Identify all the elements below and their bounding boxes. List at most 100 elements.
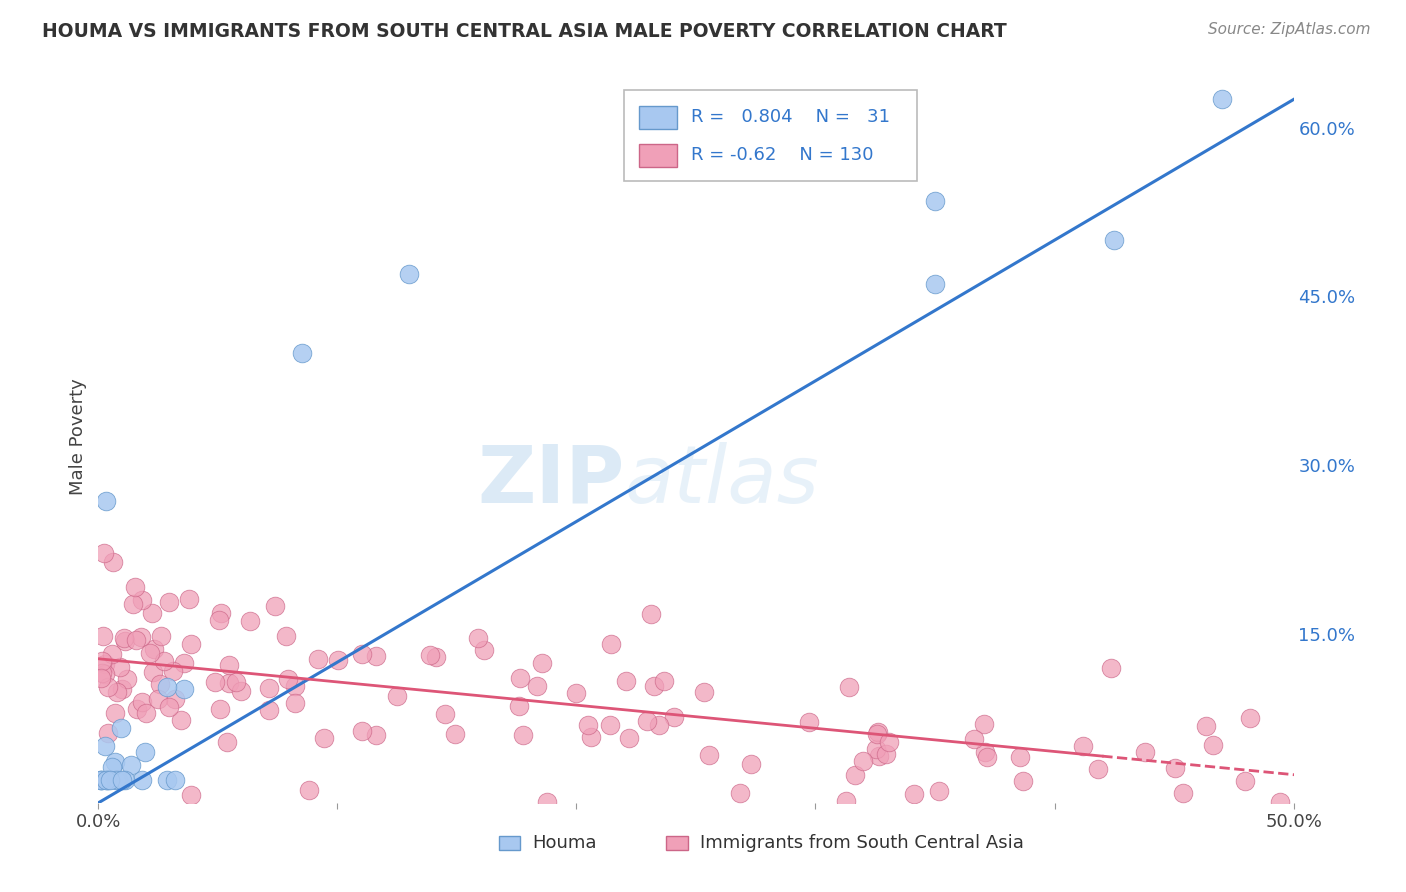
- Point: [180, 637, 202, 651]
- Point: [740, 756, 762, 771]
- Point: [94, 657, 117, 672]
- FancyBboxPatch shape: [624, 90, 917, 181]
- Point: [124, 580, 146, 594]
- Text: R = -0.62    N = 130: R = -0.62 N = 130: [692, 146, 873, 164]
- Point: [90, 773, 112, 788]
- Point: [1011, 773, 1033, 788]
- Point: [1233, 773, 1256, 788]
- Point: [173, 681, 195, 696]
- Text: Immigrants from South Central Asia: Immigrants from South Central Asia: [700, 834, 1024, 852]
- Point: [94, 773, 117, 788]
- Point: [209, 701, 232, 715]
- Point: [1073, 739, 1095, 753]
- Point: [101, 647, 124, 661]
- Point: [134, 745, 156, 759]
- Point: [648, 718, 671, 732]
- Point: [121, 597, 143, 611]
- Point: [125, 702, 148, 716]
- Point: [443, 727, 465, 741]
- Point: [97, 681, 120, 695]
- Point: [434, 706, 457, 721]
- Point: [599, 637, 621, 651]
- Point: [1010, 750, 1032, 764]
- Point: [229, 683, 252, 698]
- Point: [508, 699, 530, 714]
- Point: [277, 672, 299, 686]
- Point: [239, 615, 262, 629]
- Point: [530, 656, 553, 670]
- Point: [364, 649, 387, 664]
- Text: Houma: Houma: [533, 834, 596, 852]
- Point: [976, 750, 998, 764]
- Point: [664, 710, 686, 724]
- Point: [104, 706, 127, 721]
- Point: [564, 686, 586, 700]
- Point: [180, 788, 202, 802]
- FancyBboxPatch shape: [666, 837, 688, 849]
- Point: [576, 717, 599, 731]
- Point: [257, 681, 280, 695]
- Point: [472, 643, 495, 657]
- Point: [91, 629, 114, 643]
- Point: [350, 724, 373, 739]
- Point: [835, 794, 858, 808]
- Point: [101, 760, 124, 774]
- Point: [165, 773, 187, 788]
- Point: [838, 681, 860, 695]
- Point: [90, 671, 112, 685]
- Point: [903, 787, 925, 801]
- Point: [135, 706, 157, 721]
- Point: [91, 655, 114, 669]
- Point: [98, 773, 122, 788]
- Point: [385, 689, 408, 703]
- Text: ZIP: ZIP: [477, 442, 624, 520]
- Point: [131, 695, 153, 709]
- Point: [797, 715, 820, 730]
- Point: [1087, 763, 1109, 777]
- Point: [143, 642, 166, 657]
- Point: [868, 748, 890, 763]
- Point: [509, 671, 531, 685]
- Point: [112, 631, 135, 645]
- Point: [97, 773, 120, 788]
- Point: [177, 592, 200, 607]
- Point: [1306, 698, 1329, 712]
- Point: [125, 632, 148, 647]
- Point: [110, 773, 132, 788]
- Point: [425, 650, 447, 665]
- Point: [91, 666, 114, 681]
- Point: [298, 782, 321, 797]
- Point: [1201, 738, 1223, 752]
- Point: [104, 755, 127, 769]
- Point: [1211, 93, 1233, 107]
- Point: [328, 653, 350, 667]
- Point: [165, 691, 187, 706]
- Point: [728, 786, 751, 800]
- Point: [218, 675, 240, 690]
- Point: [1099, 661, 1122, 675]
- Point: [352, 647, 374, 661]
- Point: [284, 679, 307, 693]
- Point: [619, 731, 641, 745]
- Point: [924, 277, 946, 291]
- Point: [107, 773, 129, 788]
- Point: [974, 745, 997, 759]
- Text: HOUMA VS IMMIGRANTS FROM SOUTH CENTRAL ASIA MALE POVERTY CORRELATION CHART: HOUMA VS IMMIGRANTS FROM SOUTH CENTRAL A…: [42, 22, 1007, 41]
- Point: [129, 630, 152, 644]
- Point: [526, 679, 548, 693]
- Point: [640, 607, 662, 622]
- Point: [1135, 746, 1157, 760]
- Point: [139, 646, 162, 660]
- Point: [141, 606, 163, 620]
- Point: [291, 345, 314, 359]
- Point: [579, 730, 602, 744]
- Point: [364, 727, 387, 741]
- Point: [928, 784, 950, 798]
- Point: [94, 494, 117, 508]
- Point: [156, 773, 179, 788]
- Point: [1239, 711, 1261, 725]
- FancyBboxPatch shape: [638, 144, 676, 167]
- Point: [105, 685, 128, 699]
- Point: [536, 795, 558, 809]
- Point: [693, 685, 716, 699]
